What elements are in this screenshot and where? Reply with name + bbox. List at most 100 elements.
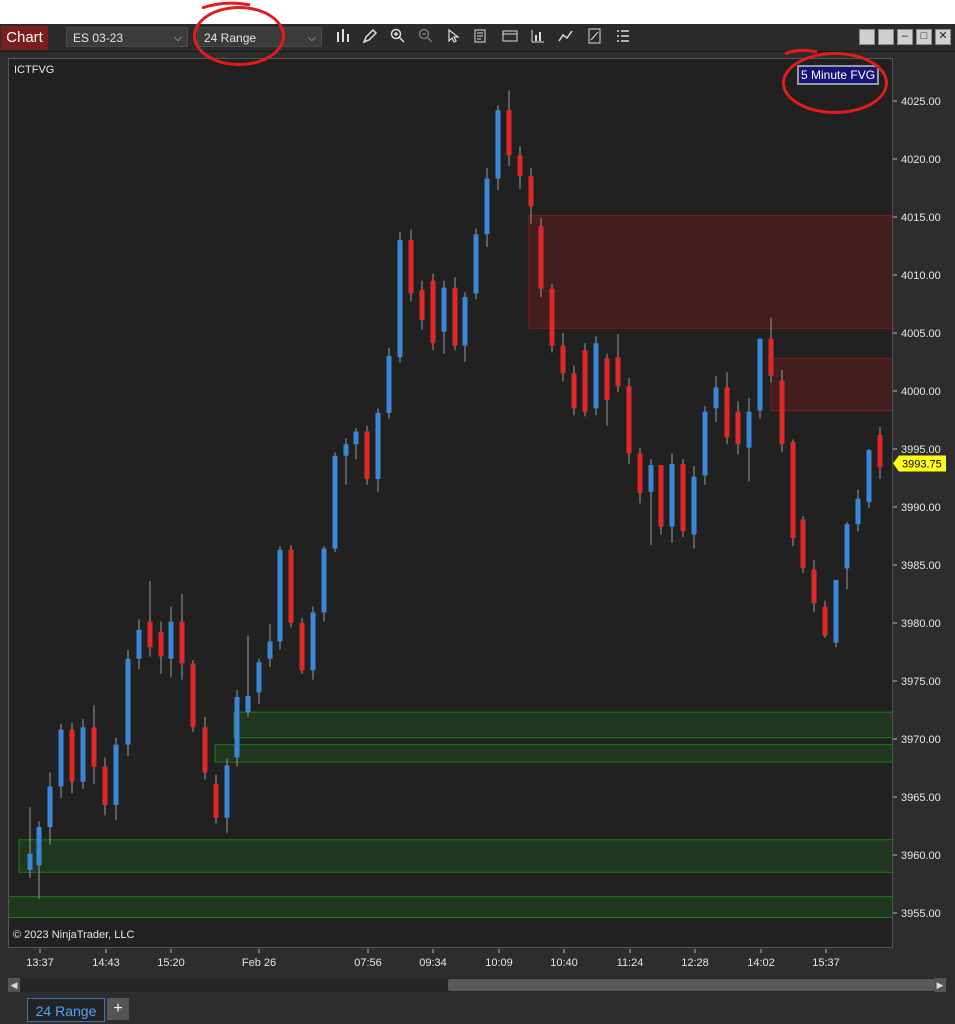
bullish-fvg-zone xyxy=(233,711,892,739)
candle-down xyxy=(517,155,523,177)
candle-up xyxy=(125,658,131,745)
time-tick-label: 14:43 xyxy=(92,957,120,969)
candle-down xyxy=(288,549,294,623)
candle-down xyxy=(658,465,664,527)
time-tick-label: Feb 26 xyxy=(242,957,276,969)
candle-down xyxy=(549,288,555,346)
chevron-down-icon: ⌵ xyxy=(173,32,182,44)
bar-chart-icon[interactable] xyxy=(333,28,353,48)
annotation-circle-bar-type xyxy=(193,6,285,66)
price-tick-label: 3990.00 xyxy=(901,502,941,514)
strategies-icon[interactable] xyxy=(556,28,576,48)
scrollbar-thumb[interactable] xyxy=(448,979,934,991)
price-tick-label: 3960.00 xyxy=(901,850,941,862)
candle-up xyxy=(473,234,479,294)
bullish-fvg-zone xyxy=(9,896,892,918)
candle-up xyxy=(757,338,763,411)
candle-down xyxy=(680,463,686,532)
candle-up xyxy=(321,548,327,613)
candle-up xyxy=(113,744,119,805)
candle-down xyxy=(735,411,741,445)
price-tick-label: 3980.00 xyxy=(901,618,941,630)
chart-window: Chart ES 03-23 ⌵ 24 Range ⌵ xyxy=(0,24,955,1024)
candle-up xyxy=(669,463,675,527)
time-tick-label: 11:24 xyxy=(617,957,644,969)
data-box-icon[interactable] xyxy=(500,28,520,48)
candle-down xyxy=(724,387,730,438)
scroll-left-icon[interactable]: ◀ xyxy=(8,978,20,992)
candle-up xyxy=(648,465,654,492)
candle-up xyxy=(386,356,392,413)
candle-down xyxy=(822,606,828,636)
candle-down xyxy=(364,431,370,479)
candle-up xyxy=(462,296,468,346)
instrument-selector[interactable]: ES 03-23 ⌵ xyxy=(66,27,188,47)
price-tick-label: 4015.00 xyxy=(901,212,941,224)
copyright-label: © 2023 NinjaTrader, LLC xyxy=(13,929,135,941)
indicator-label: ICTFVG xyxy=(14,64,55,76)
properties-icon[interactable] xyxy=(471,28,491,48)
candle-up xyxy=(80,727,86,782)
price-tick-label: 3970.00 xyxy=(901,734,941,746)
candle-up xyxy=(441,287,447,332)
zoom-out-icon[interactable] xyxy=(416,28,436,48)
bearish-fvg-zone xyxy=(528,215,892,329)
chart-menu-button[interactable]: Chart xyxy=(1,26,48,50)
chevron-down-icon: ⌵ xyxy=(307,32,316,44)
price-axis-labels: 4025.00 4020.00 4015.00 4010.00 4005.00 4000.… xyxy=(893,96,946,920)
chart-plot-area[interactable]: ICTFVG 5 Minute FVG © 2023 NinjaTrader, … xyxy=(8,58,893,948)
zoom-in-icon[interactable] xyxy=(388,28,408,48)
scroll-right-icon[interactable]: ▶ xyxy=(934,978,946,992)
indicators-icon[interactable] xyxy=(528,28,548,48)
price-tick-label: 3955.00 xyxy=(901,908,941,920)
tile-window-icon[interactable] xyxy=(859,29,875,45)
candle-up xyxy=(343,444,349,456)
annotation-circle-fvg-badge xyxy=(782,52,888,114)
annotation-stroke xyxy=(201,1,251,10)
price-tick-label: 3985.00 xyxy=(901,560,941,572)
time-tick-label: 10:09 xyxy=(485,957,513,969)
time-tick-label: 10:40 xyxy=(550,957,578,969)
candle-down xyxy=(299,622,305,671)
cursor-icon[interactable] xyxy=(443,28,463,48)
maximize-icon[interactable]: □ xyxy=(916,29,932,45)
list-icon[interactable] xyxy=(613,28,633,48)
candle-down xyxy=(213,784,219,818)
candle-up xyxy=(375,412,381,479)
link-window-icon[interactable] xyxy=(878,29,894,45)
chart-tab-bar: 24 Range + xyxy=(0,994,955,1024)
candle-up xyxy=(866,450,872,503)
candle-down xyxy=(158,632,164,657)
candle-up xyxy=(495,110,501,179)
candle-down xyxy=(877,434,883,468)
candlestick-chart xyxy=(9,90,892,918)
bullish-fvg-zone xyxy=(18,839,892,873)
candle-up xyxy=(855,498,861,525)
drawing-tools-icon[interactable] xyxy=(585,28,605,48)
bearish-fvg-zone xyxy=(770,357,892,412)
close-icon[interactable]: ✕ xyxy=(935,29,951,45)
pencil-icon[interactable] xyxy=(360,28,380,48)
time-tick-label: 15:37 xyxy=(812,957,840,969)
candle-up xyxy=(224,765,230,818)
candle-up xyxy=(844,524,850,569)
candle-up xyxy=(691,476,697,535)
bullish-fvg-zone xyxy=(214,744,892,763)
candle-down xyxy=(506,110,512,156)
price-tick-label: 3995.00 xyxy=(901,444,941,456)
horizontal-scrollbar[interactable]: ◀ ▶ xyxy=(8,978,946,992)
tab-24-range[interactable]: 24 Range xyxy=(27,998,105,1022)
minimize-icon[interactable]: – xyxy=(897,29,913,45)
candle-up xyxy=(310,612,316,671)
candle-down xyxy=(604,358,610,401)
candle-down xyxy=(560,345,566,374)
time-tick-label: 14:02 xyxy=(747,957,775,969)
time-tick-label: 07:56 xyxy=(354,957,382,969)
price-tick-label: 4005.00 xyxy=(901,328,941,340)
candle-up xyxy=(58,729,64,787)
candle-up xyxy=(234,697,240,758)
time-axis[interactable]: 13:37 14:43 15:20 Feb 26 07:56 09:34 10:09 10:4… xyxy=(8,949,893,974)
price-axis[interactable]: 4025.00 4020.00 4015.00 4010.00 4005.00 4000.… xyxy=(893,58,948,948)
candle-up xyxy=(256,662,262,693)
add-tab-button[interactable]: + xyxy=(107,998,129,1020)
